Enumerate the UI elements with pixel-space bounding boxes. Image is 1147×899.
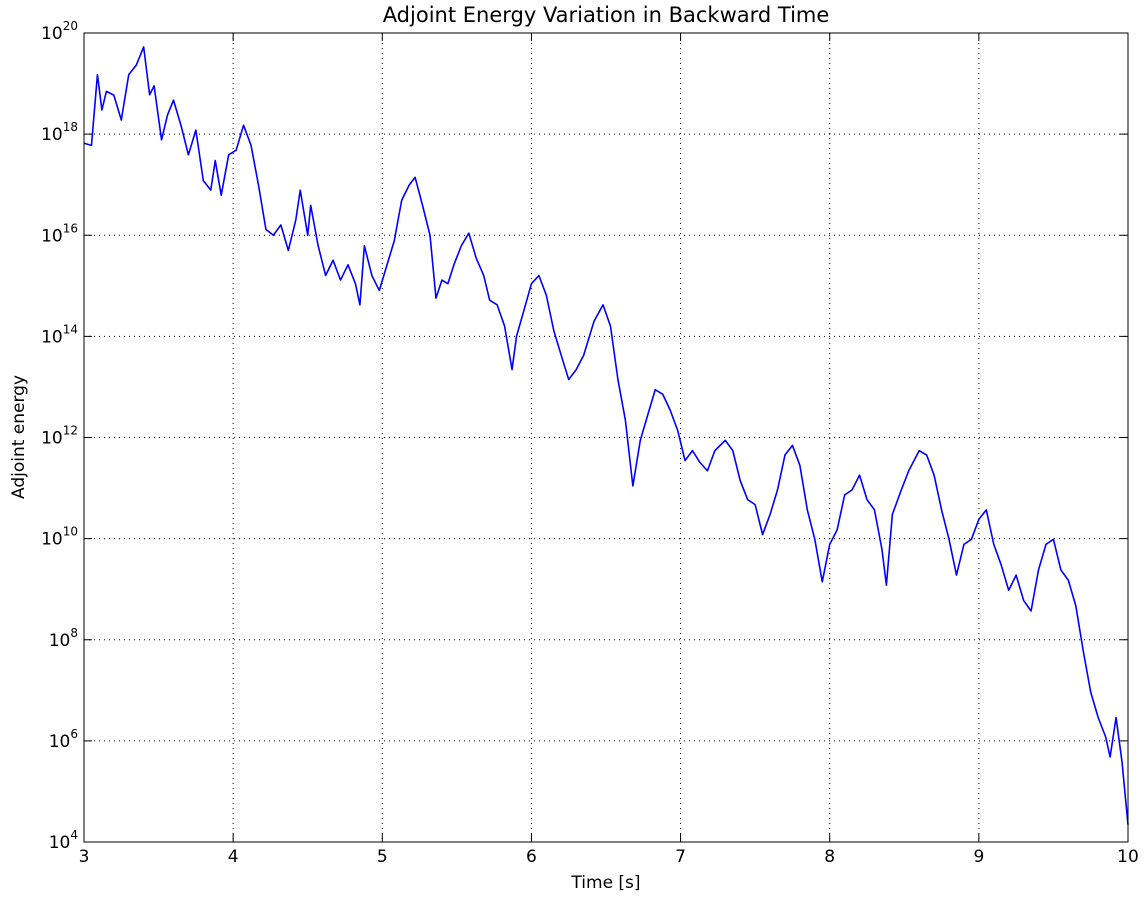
- plot-frame: [83, 32, 1129, 843]
- x-tick-label: 5: [377, 847, 388, 867]
- data-line: [83, 46, 1129, 825]
- y-axis-label: Adjoint energy: [9, 375, 29, 499]
- x-tick-label: 8: [824, 847, 835, 867]
- x-tick-label: 3: [79, 847, 90, 867]
- x-tick-label: 9: [973, 847, 984, 867]
- x-tick-label: 6: [526, 847, 537, 867]
- x-tick-label: 10: [1117, 847, 1139, 867]
- x-tick-label: 7: [675, 847, 686, 867]
- x-tick-label: 4: [228, 847, 239, 867]
- x-axis-label: Time [s]: [570, 873, 640, 893]
- chart-title: Adjoint Energy Variation in Backward Tim…: [383, 3, 830, 27]
